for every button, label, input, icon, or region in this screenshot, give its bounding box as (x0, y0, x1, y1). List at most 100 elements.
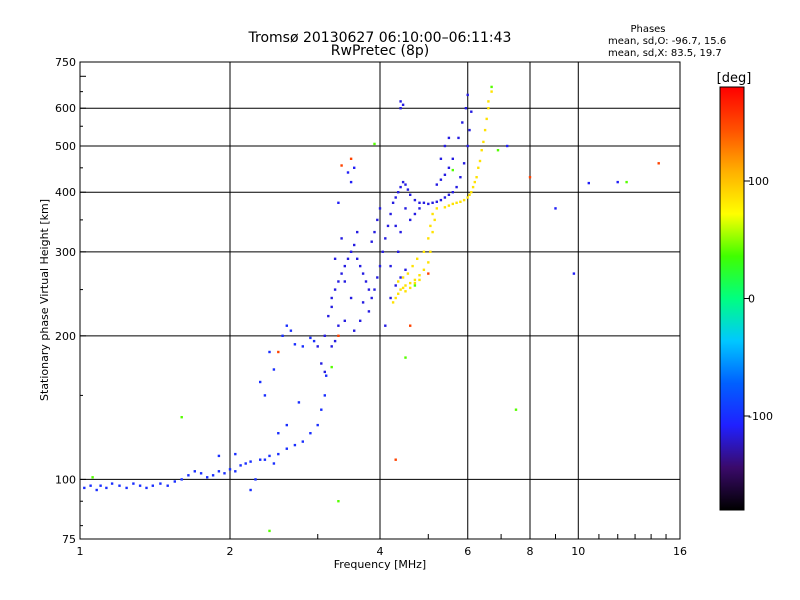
data-point (333, 339, 337, 343)
data-point (401, 276, 405, 279)
data-point (337, 280, 340, 283)
data-point (431, 201, 434, 204)
data-point (384, 237, 387, 240)
data-point (367, 310, 371, 313)
data-point (443, 173, 447, 176)
data-point (447, 166, 451, 169)
data-point (406, 188, 410, 191)
data-point (490, 90, 493, 93)
plot-frame (79, 61, 681, 540)
data-point (378, 264, 382, 268)
data-point (330, 365, 333, 369)
x-tick-label: 16 (673, 545, 687, 558)
data-point (411, 264, 414, 268)
data-point (349, 296, 353, 300)
data-point (468, 128, 471, 132)
data-point (268, 454, 271, 458)
data-point (397, 280, 400, 283)
data-point (461, 121, 464, 124)
data-point (422, 201, 426, 204)
data-point (151, 484, 154, 487)
data-point (480, 149, 483, 152)
data-point (367, 288, 371, 291)
data-point (356, 257, 359, 260)
data-point (327, 314, 330, 318)
data-point (487, 107, 490, 110)
data-point (337, 324, 340, 327)
data-point (399, 276, 402, 279)
data-point (451, 202, 454, 206)
y-tick-label: 300 (55, 246, 76, 259)
data-point (447, 193, 451, 196)
data-point (268, 350, 271, 354)
data-point (409, 281, 412, 285)
data-point (418, 207, 421, 210)
data-point (187, 474, 190, 477)
data-point (199, 472, 203, 475)
data-point (378, 207, 382, 210)
data-point (359, 264, 362, 268)
data-point (399, 185, 402, 189)
data-point (386, 224, 390, 228)
data-point (145, 486, 148, 490)
data-point (391, 201, 395, 204)
data-point (99, 484, 102, 487)
data-point (340, 272, 343, 275)
data-point (657, 162, 660, 165)
data-point (439, 157, 443, 160)
data-point (281, 334, 284, 337)
data-point (443, 144, 447, 148)
data-point (293, 443, 297, 447)
data-point (249, 488, 252, 492)
data-point (466, 144, 469, 148)
colorbar-ticks: 100 0 -100 (744, 175, 773, 423)
data-point (404, 284, 407, 287)
data-point (353, 243, 356, 247)
y-tick-label: 750 (55, 56, 76, 69)
data-point (496, 149, 500, 152)
data-point (325, 374, 328, 377)
data-point (349, 180, 353, 184)
data-point (435, 200, 438, 203)
data-point (451, 168, 454, 172)
data-point (353, 329, 356, 332)
data-point (312, 339, 316, 343)
data-point (418, 201, 421, 204)
data-point (323, 370, 326, 374)
colorbar-label: [deg] (717, 71, 752, 86)
data-point (309, 432, 312, 435)
data-point (443, 206, 447, 209)
data-point (404, 356, 407, 359)
data-point (466, 93, 469, 97)
data-point (470, 191, 473, 194)
data-point (413, 198, 417, 202)
data-point (223, 472, 226, 475)
data-point (447, 204, 451, 207)
data-point (490, 85, 493, 89)
data-point (443, 196, 447, 199)
chart-subtitle: RwPretec (8p) (331, 43, 429, 59)
data-point (455, 201, 458, 204)
data-point (528, 176, 532, 179)
data-point (399, 100, 402, 103)
data-point (470, 110, 473, 113)
data-point (346, 171, 350, 174)
data-point (211, 474, 215, 477)
data-point (316, 345, 319, 348)
data-point (180, 416, 183, 419)
data-point (285, 423, 288, 427)
data-point (330, 305, 333, 309)
data-point (464, 107, 468, 110)
y-tick-label: 200 (55, 330, 76, 343)
data-point (289, 329, 293, 332)
data-point (263, 394, 267, 397)
data-point (394, 458, 397, 461)
y-tick-label: 500 (55, 140, 76, 153)
colorbar (719, 86, 745, 511)
y-axis-ticks: 75 100 200 300 400 500 600 750 (55, 56, 86, 546)
data-point (451, 157, 454, 160)
data-point (462, 162, 466, 165)
data-point (401, 286, 405, 290)
colorbar-tick-label: -100 (748, 410, 773, 423)
